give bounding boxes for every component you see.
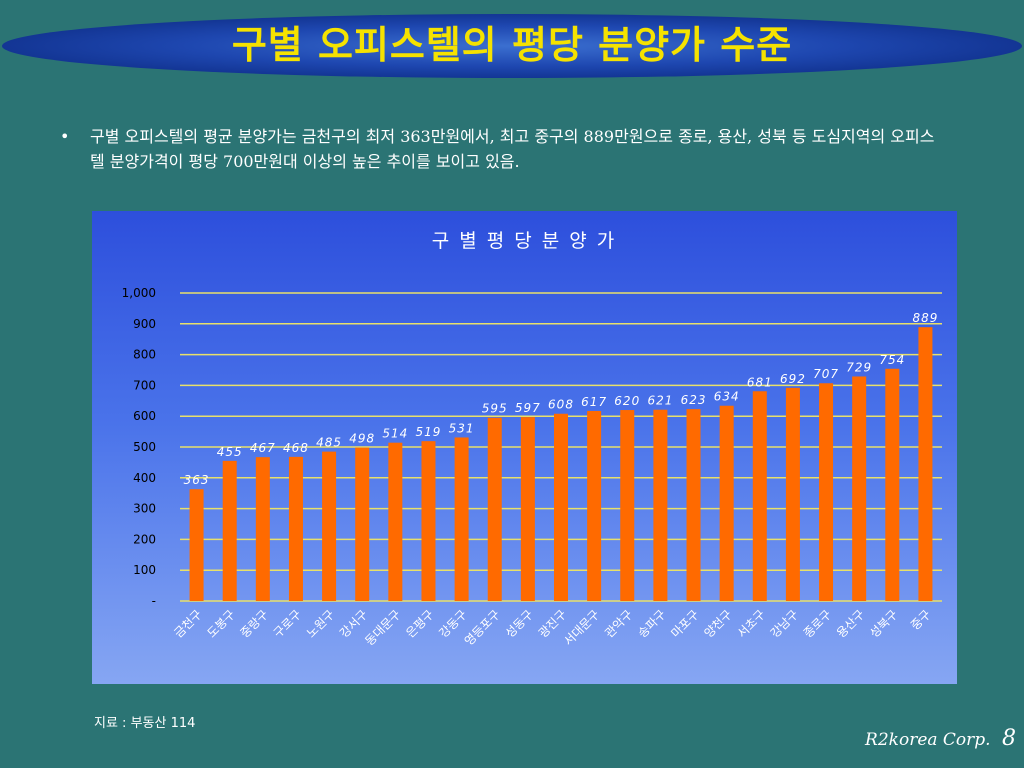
data-label: 889 — [912, 311, 938, 325]
title-banner — [2, 14, 1022, 78]
source-note: 지료 : 부동산 114 — [94, 716, 196, 731]
x-tick-label: 동대문구 — [362, 607, 403, 648]
data-label: 468 — [283, 441, 309, 455]
bar — [852, 376, 867, 601]
footer: R2korea Corp. 8 — [865, 726, 1016, 751]
data-label: 729 — [846, 360, 872, 374]
bar — [686, 409, 701, 601]
y-tick-labels: - 100 200 300 400 500 600 700 800 900 1,000 — [122, 286, 156, 608]
x-tick-label: 송파구 — [635, 607, 668, 640]
bar — [355, 447, 370, 601]
data-label: 620 — [614, 394, 640, 408]
data-label: 621 — [647, 394, 673, 408]
bar — [487, 417, 502, 601]
bar — [454, 437, 469, 601]
data-label: 608 — [548, 398, 574, 412]
bar — [554, 413, 568, 601]
slide-title: 구별 오피스텔의 평당 분양가 수준 — [231, 22, 793, 67]
y-tick-label: - — [152, 594, 156, 608]
data-label: 519 — [416, 425, 442, 439]
y-tick-label: 800 — [133, 348, 156, 362]
page-number: 8 — [1002, 726, 1016, 751]
x-tick-label: 금천구 — [171, 607, 205, 641]
data-label: 514 — [382, 427, 408, 441]
y-tick-label: 300 — [133, 502, 156, 516]
data-label: 498 — [349, 432, 375, 446]
x-tick-label: 중랑구 — [238, 607, 271, 640]
x-tick-label: 서초구 — [735, 607, 768, 640]
bar — [421, 441, 436, 601]
x-tick-label: 강남구 — [768, 607, 801, 640]
bar — [719, 405, 734, 601]
y-tick-label: 900 — [133, 317, 156, 331]
bar — [819, 383, 834, 601]
y-tick-label: 200 — [133, 532, 156, 546]
data-label: 595 — [482, 402, 508, 416]
y-tick-label: 1,000 — [122, 286, 156, 300]
bar — [222, 460, 237, 601]
chart-title: 구 별 평 당 분 양 가 — [432, 230, 617, 252]
chart-panel: 363 455 467 468 485 498 514 519 531 595 597 608 617 6… — [92, 211, 957, 684]
y-tick-label: 100 — [133, 563, 156, 577]
data-label: 692 — [780, 372, 806, 386]
bar — [520, 417, 535, 601]
x-tick-label: 중구 — [908, 607, 934, 633]
x-tick-label: 도봉구 — [204, 607, 237, 640]
data-label: 531 — [449, 421, 475, 435]
data-label: 467 — [250, 441, 276, 455]
y-tick-label: 700 — [133, 378, 156, 392]
bullet-marker: • — [60, 127, 70, 146]
data-label: 623 — [681, 393, 707, 407]
y-tick-label: 600 — [133, 409, 156, 423]
bar — [620, 410, 635, 601]
data-label: 634 — [714, 390, 740, 404]
bar — [885, 368, 900, 601]
data-label: 363 — [184, 473, 210, 487]
y-tick-label: 400 — [133, 471, 156, 485]
bar — [587, 410, 602, 601]
x-tick-label: 양천구 — [701, 607, 735, 641]
x-tick-label: 종로구 — [801, 607, 834, 640]
data-labels: 363 455 467 468 485 498 514 519 531 595 597 608 617 6… — [184, 311, 938, 487]
data-label: 707 — [813, 367, 839, 381]
bar — [255, 457, 270, 601]
data-label: 681 — [747, 375, 773, 389]
x-tick-label: 은평구 — [403, 607, 436, 640]
data-label: 754 — [879, 353, 905, 367]
x-tick-label: 성북구 — [867, 607, 900, 640]
x-tick-label: 구로구 — [271, 607, 304, 640]
bars — [189, 327, 933, 601]
data-label: 485 — [316, 436, 342, 450]
bar — [322, 451, 337, 601]
x-tick-label: 관악구 — [602, 607, 635, 640]
x-tick-label: 용산구 — [834, 607, 867, 640]
bar — [752, 391, 767, 601]
x-tick-label: 서대문구 — [561, 607, 602, 648]
data-label: 455 — [217, 445, 243, 459]
bar — [288, 456, 303, 601]
x-tick-label: 영등포구 — [462, 607, 503, 648]
bar — [785, 387, 800, 601]
bar — [918, 327, 933, 601]
footer-company: R2korea Corp. — [865, 730, 991, 750]
bar — [653, 409, 668, 601]
bar — [388, 442, 403, 601]
x-tick-label: 마포구 — [668, 607, 701, 640]
bar — [189, 489, 204, 601]
data-label: 597 — [515, 401, 541, 415]
data-label: 617 — [581, 395, 607, 409]
x-tick-label: 노원구 — [304, 607, 337, 640]
x-tick-label: 성동구 — [503, 607, 536, 640]
bullet-text: 구별 오피스텔의 평균 분양가는 금천구의 최저 363만원에서, 최고 중구의… — [90, 127, 935, 171]
y-tick-label: 500 — [133, 440, 156, 454]
bar-chart: 363 455 467 468 485 498 514 519 531 595 597 608 617 6… — [122, 230, 942, 649]
